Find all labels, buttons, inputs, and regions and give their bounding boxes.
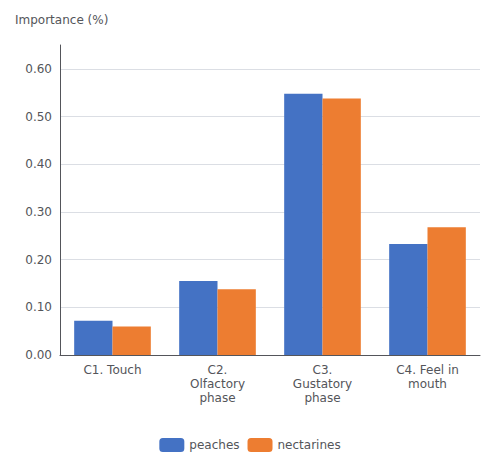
svg-text:peaches: peaches — [189, 438, 239, 452]
svg-text:phase: phase — [199, 391, 235, 405]
svg-text:Gustatory: Gustatory — [293, 377, 352, 391]
svg-text:mouth: mouth — [408, 377, 447, 391]
svg-text:0.00: 0.00 — [25, 348, 52, 362]
svg-text:C2.: C2. — [208, 363, 228, 377]
svg-text:Importance (%): Importance (%) — [15, 13, 108, 27]
svg-text:0.20: 0.20 — [25, 253, 52, 267]
svg-text:phase: phase — [304, 391, 340, 405]
svg-text:C3.: C3. — [313, 363, 333, 377]
svg-text:0.10: 0.10 — [25, 300, 52, 314]
svg-text:0.50: 0.50 — [25, 110, 52, 124]
svg-text:0.30: 0.30 — [25, 205, 52, 219]
svg-text:C1. Touch: C1. Touch — [83, 363, 141, 377]
svg-text:0.60: 0.60 — [25, 62, 52, 76]
svg-text:nectarines: nectarines — [278, 438, 341, 452]
svg-text:0.40: 0.40 — [25, 157, 52, 171]
svg-text:C4. Feel in: C4. Feel in — [396, 363, 459, 377]
svg-text:Olfactory: Olfactory — [190, 377, 245, 391]
